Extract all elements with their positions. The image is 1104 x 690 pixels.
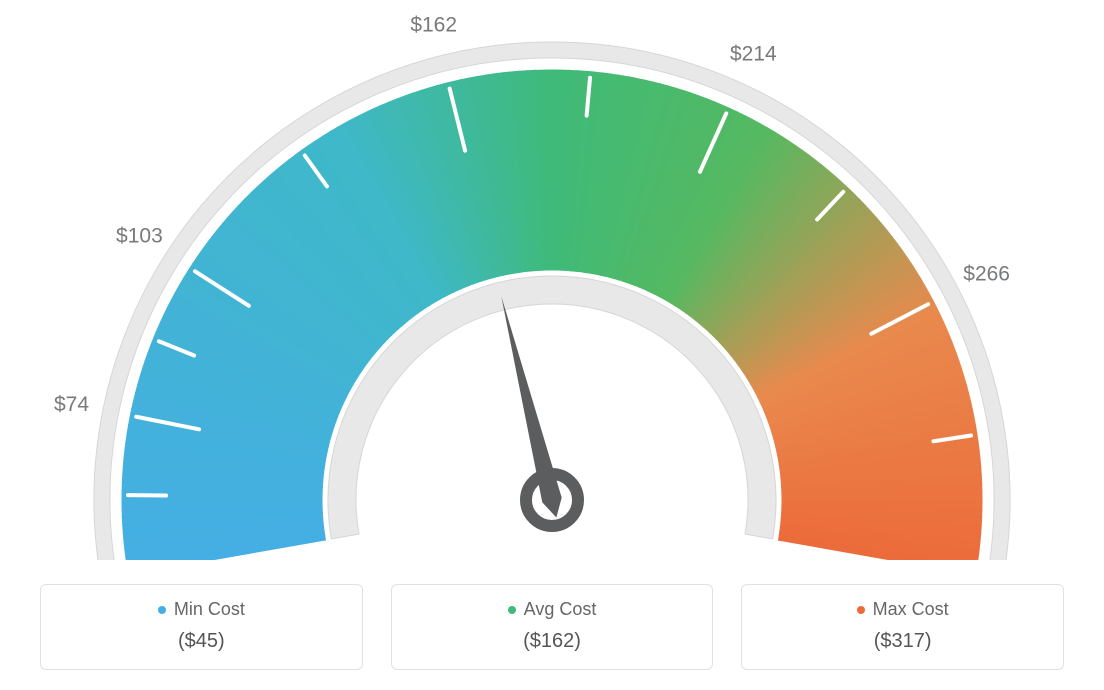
svg-text:$74: $74 [54, 393, 89, 416]
legend-title-avg: Avg Cost [508, 599, 597, 620]
legend-label-max: Max Cost [873, 599, 949, 620]
legend-label-min: Min Cost [174, 599, 245, 620]
legend-dot-max [857, 606, 865, 614]
legend-card-min: Min Cost ($45) [40, 584, 363, 670]
legend-card-avg: Avg Cost ($162) [391, 584, 714, 670]
legend-value-max: ($317) [752, 630, 1053, 653]
legend-label-avg: Avg Cost [524, 599, 597, 620]
svg-text:$266: $266 [963, 263, 1010, 286]
legend-row: Min Cost ($45) Avg Cost ($162) Max Cost … [40, 584, 1064, 670]
legend-dot-avg [508, 606, 516, 614]
cost-gauge-chart: $45$74$103$162$214$266$317 Min Cost ($45… [0, 0, 1104, 690]
gauge-svg: $45$74$103$162$214$266$317 [0, 0, 1104, 560]
svg-text:$214: $214 [730, 42, 777, 65]
gauge-area: $45$74$103$162$214$266$317 [0, 0, 1104, 560]
svg-text:$103: $103 [116, 225, 163, 248]
svg-text:$162: $162 [410, 13, 457, 36]
legend-dot-min [158, 606, 166, 614]
legend-card-max: Max Cost ($317) [741, 584, 1064, 670]
legend-title-max: Max Cost [857, 599, 949, 620]
legend-value-min: ($45) [51, 630, 352, 653]
legend-title-min: Min Cost [158, 599, 245, 620]
legend-value-avg: ($162) [402, 630, 703, 653]
